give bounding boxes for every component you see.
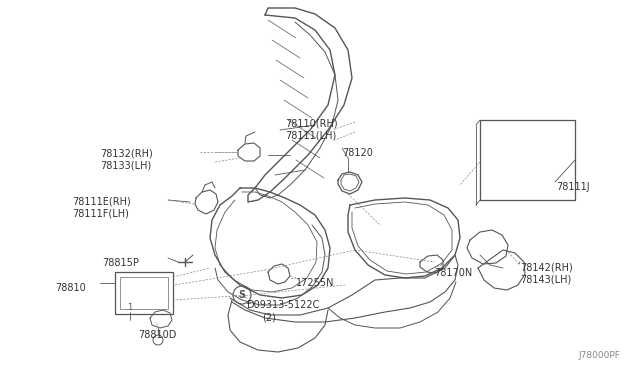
Bar (480, 120, 575, 200)
Text: 78170N: 78170N (434, 268, 472, 278)
Text: 78111J: 78111J (556, 182, 589, 192)
Text: J78000PF: J78000PF (578, 351, 620, 360)
Text: 78110(RH): 78110(RH) (285, 118, 338, 128)
Text: 78132(RH): 78132(RH) (100, 148, 153, 158)
Text: 1: 1 (127, 304, 132, 312)
Bar (115, 272, 173, 314)
Bar (120, 277, 168, 309)
Text: 78111E(RH): 78111E(RH) (72, 196, 131, 206)
Text: (2): (2) (262, 312, 276, 322)
Text: 78143(LH): 78143(LH) (520, 274, 572, 284)
Text: 17255N: 17255N (296, 278, 335, 288)
Text: 78120: 78120 (342, 148, 373, 158)
Text: 78810: 78810 (55, 283, 86, 293)
Text: 78111F(LH): 78111F(LH) (72, 208, 129, 218)
Text: S: S (239, 290, 246, 300)
Text: 78815P: 78815P (102, 258, 139, 268)
Text: 78133(LH): 78133(LH) (100, 160, 151, 170)
Text: Ð09313-5122C: Ð09313-5122C (247, 300, 321, 310)
Text: 78810D: 78810D (138, 330, 177, 340)
Text: 78111(LH): 78111(LH) (285, 130, 336, 140)
Text: 78142(RH): 78142(RH) (520, 262, 573, 272)
